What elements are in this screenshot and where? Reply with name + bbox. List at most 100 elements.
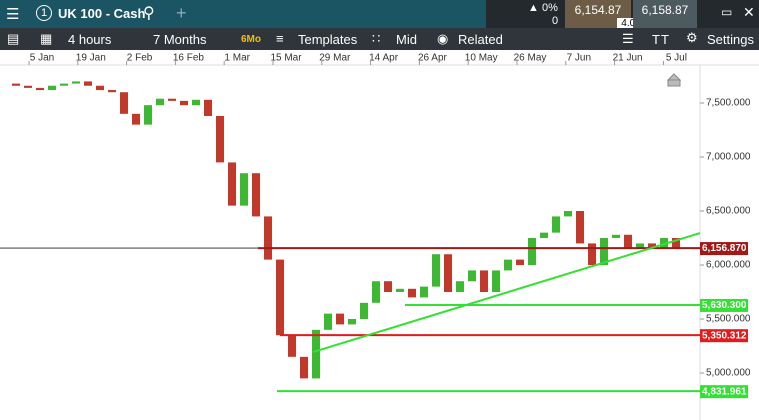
x-tick-label: 14 Apr	[369, 53, 399, 64]
price-type-icon: ∷	[372, 31, 381, 46]
candle	[612, 234, 620, 239]
y-tick-label: 6,000.000	[706, 260, 751, 271]
spread: 4.00	[617, 18, 645, 29]
candle	[276, 259, 284, 336]
add-tab[interactable]: +	[176, 3, 187, 23]
candle	[216, 115, 224, 163]
toolbar: ▤ ▦ 4 hours 7 Months 6Mo ≡ Templates ∷ M…	[0, 28, 759, 50]
related[interactable]: Related	[458, 32, 503, 47]
level-label-box	[700, 385, 748, 399]
search-icon[interactable]: ⚲	[143, 5, 155, 22]
level-label: 5,350.312	[702, 330, 747, 341]
candle	[168, 98, 176, 101]
candle	[540, 232, 548, 239]
minimize[interactable]: ▭	[721, 5, 733, 19]
range[interactable]: 7 Months	[153, 32, 207, 47]
layout-icon[interactable]: ▦	[40, 31, 53, 46]
candle	[420, 286, 428, 298]
candle	[468, 270, 476, 282]
candle	[372, 281, 380, 303]
level-label-box	[700, 298, 748, 312]
candle	[12, 83, 20, 86]
list-icon[interactable]: ☰	[622, 31, 634, 46]
candle	[204, 99, 212, 116]
scroll-marker[interactable]	[666, 73, 682, 87]
trend-line	[312, 232, 701, 354]
candle	[624, 234, 632, 249]
candle	[156, 98, 164, 106]
candle	[576, 211, 584, 244]
candle	[516, 259, 524, 266]
candle	[672, 238, 680, 249]
candle	[240, 173, 248, 206]
candle	[96, 85, 104, 91]
change-pct-value: 0%	[541, 2, 558, 14]
candle	[48, 85, 56, 91]
candle	[336, 313, 344, 325]
candle	[588, 243, 596, 266]
candle	[252, 173, 260, 217]
candle	[504, 259, 512, 271]
candle	[444, 254, 452, 293]
level-label: 5,630.300	[702, 300, 747, 311]
level-label-box	[700, 242, 748, 256]
candle	[360, 302, 368, 320]
candle	[36, 87, 44, 91]
candle	[396, 288, 404, 293]
candle	[24, 85, 32, 88]
close[interactable]: ✕	[743, 4, 755, 20]
panel-icon[interactable]: ▤	[7, 31, 20, 46]
candle	[180, 100, 188, 106]
x-tick-label: 7 Jun	[567, 53, 591, 64]
candle	[300, 356, 308, 379]
interval[interactable]: 4 hours	[68, 32, 112, 47]
buy-price[interactable]: 6,158.87	[633, 0, 697, 28]
level-label-box	[700, 329, 748, 343]
candle	[132, 113, 140, 125]
candle	[324, 313, 332, 330]
candle	[480, 270, 488, 293]
instrument[interactable]: UK 100 - Cash	[58, 6, 146, 21]
x-tick-label: 15 Mar	[270, 53, 302, 64]
y-tick-label: 7,000.000	[706, 152, 751, 163]
candle	[192, 99, 200, 106]
price-type[interactable]: Mid	[396, 32, 417, 47]
change-pct: ▲ 0%	[528, 2, 558, 14]
x-tick-label: 19 Jan	[76, 53, 106, 64]
settings[interactable]: Settings	[707, 32, 754, 47]
range-badge[interactable]: 6Mo	[241, 34, 261, 45]
candle	[564, 211, 572, 217]
menu-icon[interactable]: ☰	[6, 6, 20, 23]
text-size-icon[interactable]: T T	[652, 32, 669, 47]
top-bar: ☰ 1 UK 100 - Cash ⚲ + ▲ 0% 0 6,154.87 4.…	[0, 0, 759, 29]
chart: 5 Jan 19 Jan 2 Feb 16 Feb 1 Mar 15 Mar 29 Mar 1…	[0, 50, 759, 420]
x-tick-label: 5 Jul	[666, 53, 687, 64]
candle	[552, 216, 560, 233]
level-label: 6,156.870	[702, 243, 747, 254]
candle	[108, 90, 116, 93]
candle	[432, 254, 440, 287]
candle	[528, 238, 536, 266]
candle	[492, 270, 500, 293]
candle	[228, 162, 236, 206]
y-tick-label: 5,500.000	[706, 314, 751, 325]
x-tick-label: 26 Apr	[418, 53, 448, 64]
change: 0	[552, 15, 559, 27]
candle	[120, 92, 128, 114]
settings-icon: ⚙	[686, 30, 698, 45]
x-tick-label: 5 Jan	[30, 53, 54, 64]
templates[interactable]: Templates	[298, 32, 358, 47]
candle	[72, 81, 80, 84]
x-tick-label: 26 May	[514, 53, 547, 64]
candle	[348, 319, 356, 325]
tab-number: 1	[36, 5, 52, 21]
x-tick-label: 1 Mar	[224, 53, 250, 64]
x-tick-label: 10 May	[465, 53, 498, 64]
x-tick-label: 21 Jun	[613, 53, 643, 64]
templates-icon: ≡	[276, 31, 284, 46]
related-icon: ◉	[437, 31, 449, 46]
candle	[312, 329, 320, 379]
y-tick-label: 7,500.000	[706, 98, 751, 109]
candle	[456, 281, 464, 293]
